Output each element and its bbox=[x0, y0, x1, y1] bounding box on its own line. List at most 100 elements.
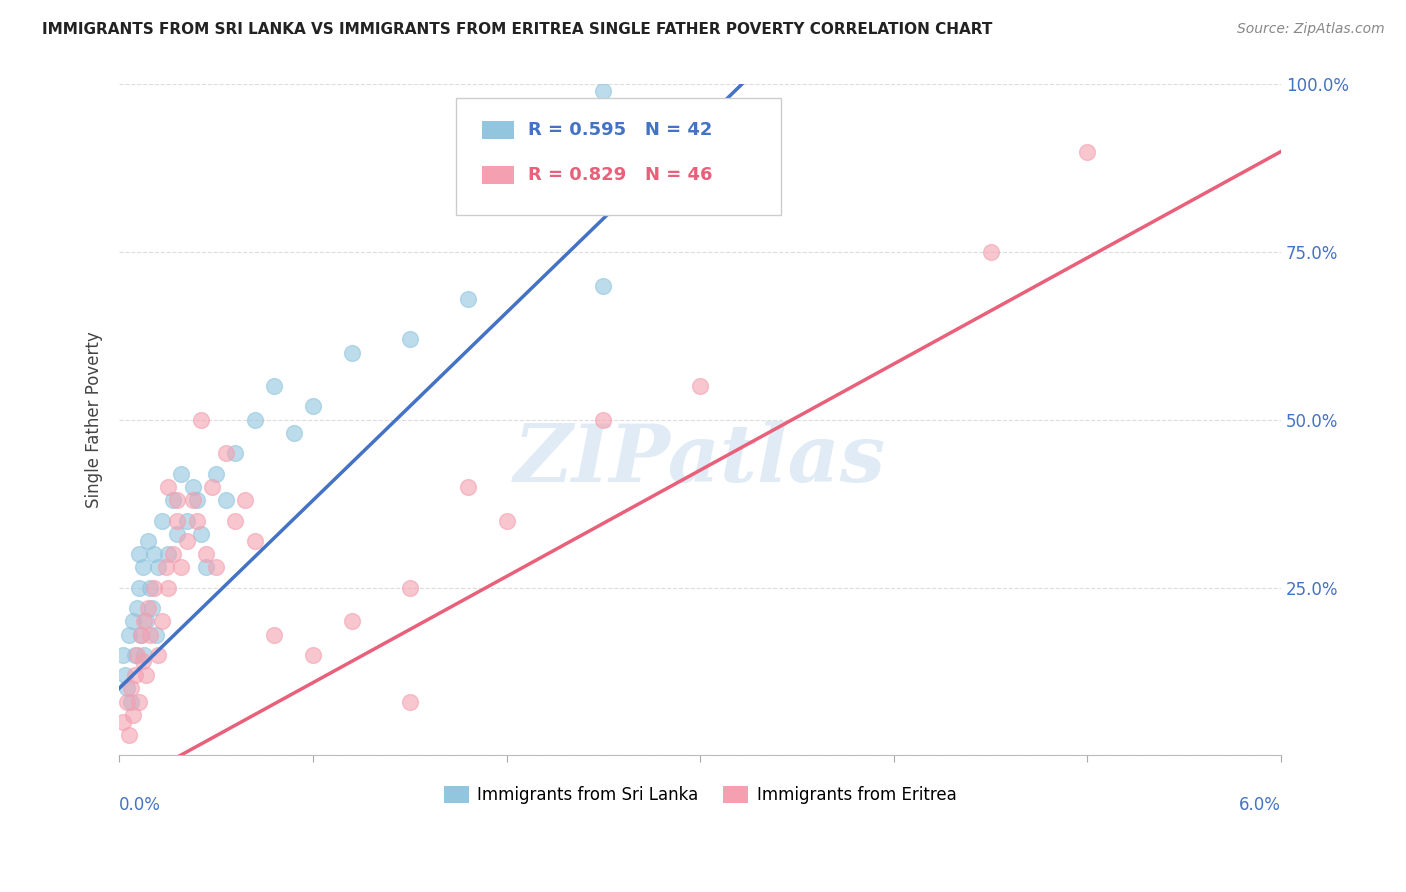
Point bbox=[136, 600, 159, 615]
Text: Source: ZipAtlas.com: Source: ZipAtlas.com bbox=[1237, 22, 1385, 37]
Point bbox=[166, 527, 188, 541]
Point bbox=[146, 560, 169, 574]
Point bbox=[134, 648, 156, 662]
Point bbox=[124, 648, 146, 662]
Point bbox=[340, 614, 363, 628]
Point bbox=[195, 560, 218, 574]
Point bbox=[135, 614, 157, 628]
Point bbox=[186, 493, 208, 508]
Point bbox=[118, 627, 141, 641]
Point bbox=[186, 514, 208, 528]
Point bbox=[398, 581, 420, 595]
Point bbox=[136, 533, 159, 548]
Point bbox=[139, 627, 162, 641]
Point bbox=[118, 728, 141, 742]
Point bbox=[190, 413, 212, 427]
Point bbox=[592, 84, 614, 98]
Point bbox=[128, 695, 150, 709]
Point bbox=[156, 547, 179, 561]
Point bbox=[162, 493, 184, 508]
Point bbox=[302, 648, 325, 662]
Point bbox=[215, 493, 238, 508]
Point bbox=[243, 533, 266, 548]
Point bbox=[155, 560, 177, 574]
Point bbox=[283, 426, 305, 441]
Point bbox=[141, 600, 163, 615]
Point bbox=[150, 514, 173, 528]
Point bbox=[205, 467, 228, 481]
Text: ZIPatlas: ZIPatlas bbox=[515, 421, 886, 499]
Point bbox=[302, 400, 325, 414]
Point bbox=[121, 614, 143, 628]
Point bbox=[980, 245, 1002, 260]
Point bbox=[398, 332, 420, 346]
Point bbox=[592, 278, 614, 293]
Point bbox=[689, 379, 711, 393]
Point bbox=[128, 581, 150, 595]
Point bbox=[263, 379, 285, 393]
FancyBboxPatch shape bbox=[456, 98, 782, 215]
FancyBboxPatch shape bbox=[482, 166, 515, 185]
Point bbox=[112, 648, 135, 662]
Text: 6.0%: 6.0% bbox=[1239, 796, 1281, 814]
Point bbox=[181, 493, 204, 508]
Point bbox=[131, 560, 153, 574]
Text: R = 0.829   N = 46: R = 0.829 N = 46 bbox=[529, 166, 713, 184]
Point bbox=[195, 547, 218, 561]
Point bbox=[457, 480, 479, 494]
Point bbox=[215, 446, 238, 460]
Point bbox=[146, 648, 169, 662]
FancyBboxPatch shape bbox=[482, 120, 515, 139]
Point bbox=[205, 560, 228, 574]
Point bbox=[340, 346, 363, 360]
Point bbox=[134, 614, 156, 628]
Point bbox=[495, 514, 517, 528]
Point bbox=[592, 413, 614, 427]
Point bbox=[121, 708, 143, 723]
Point bbox=[139, 581, 162, 595]
Point bbox=[156, 480, 179, 494]
Point bbox=[398, 695, 420, 709]
Point bbox=[224, 514, 246, 528]
Point bbox=[131, 655, 153, 669]
Point bbox=[156, 581, 179, 595]
Point bbox=[170, 467, 193, 481]
Text: IMMIGRANTS FROM SRI LANKA VS IMMIGRANTS FROM ERITREA SINGLE FATHER POVERTY CORRE: IMMIGRANTS FROM SRI LANKA VS IMMIGRANTS … bbox=[42, 22, 993, 37]
Point bbox=[1076, 145, 1098, 159]
Legend: Immigrants from Sri Lanka, Immigrants from Eritrea: Immigrants from Sri Lanka, Immigrants fr… bbox=[437, 780, 963, 811]
Point bbox=[233, 493, 256, 508]
Point bbox=[143, 581, 166, 595]
Point bbox=[263, 627, 285, 641]
Point bbox=[128, 547, 150, 561]
Point bbox=[129, 627, 152, 641]
Y-axis label: Single Father Poverty: Single Father Poverty bbox=[86, 332, 103, 508]
Point bbox=[181, 480, 204, 494]
Point bbox=[145, 627, 167, 641]
Point bbox=[243, 413, 266, 427]
Text: 0.0%: 0.0% bbox=[120, 796, 162, 814]
Point bbox=[166, 493, 188, 508]
Point bbox=[190, 527, 212, 541]
Point bbox=[115, 681, 138, 696]
Point bbox=[125, 600, 148, 615]
Point bbox=[125, 648, 148, 662]
Point bbox=[166, 514, 188, 528]
Point bbox=[201, 480, 224, 494]
Point bbox=[224, 446, 246, 460]
Point bbox=[120, 681, 142, 696]
Point bbox=[176, 514, 198, 528]
Point bbox=[143, 547, 166, 561]
Point bbox=[114, 668, 136, 682]
Point bbox=[170, 560, 193, 574]
Point bbox=[129, 627, 152, 641]
Point bbox=[135, 668, 157, 682]
Point bbox=[120, 695, 142, 709]
Point bbox=[162, 547, 184, 561]
Point bbox=[124, 668, 146, 682]
Point bbox=[150, 614, 173, 628]
Text: R = 0.595   N = 42: R = 0.595 N = 42 bbox=[529, 121, 713, 139]
Point bbox=[176, 533, 198, 548]
Point bbox=[115, 695, 138, 709]
Point bbox=[457, 292, 479, 306]
Point bbox=[112, 714, 135, 729]
